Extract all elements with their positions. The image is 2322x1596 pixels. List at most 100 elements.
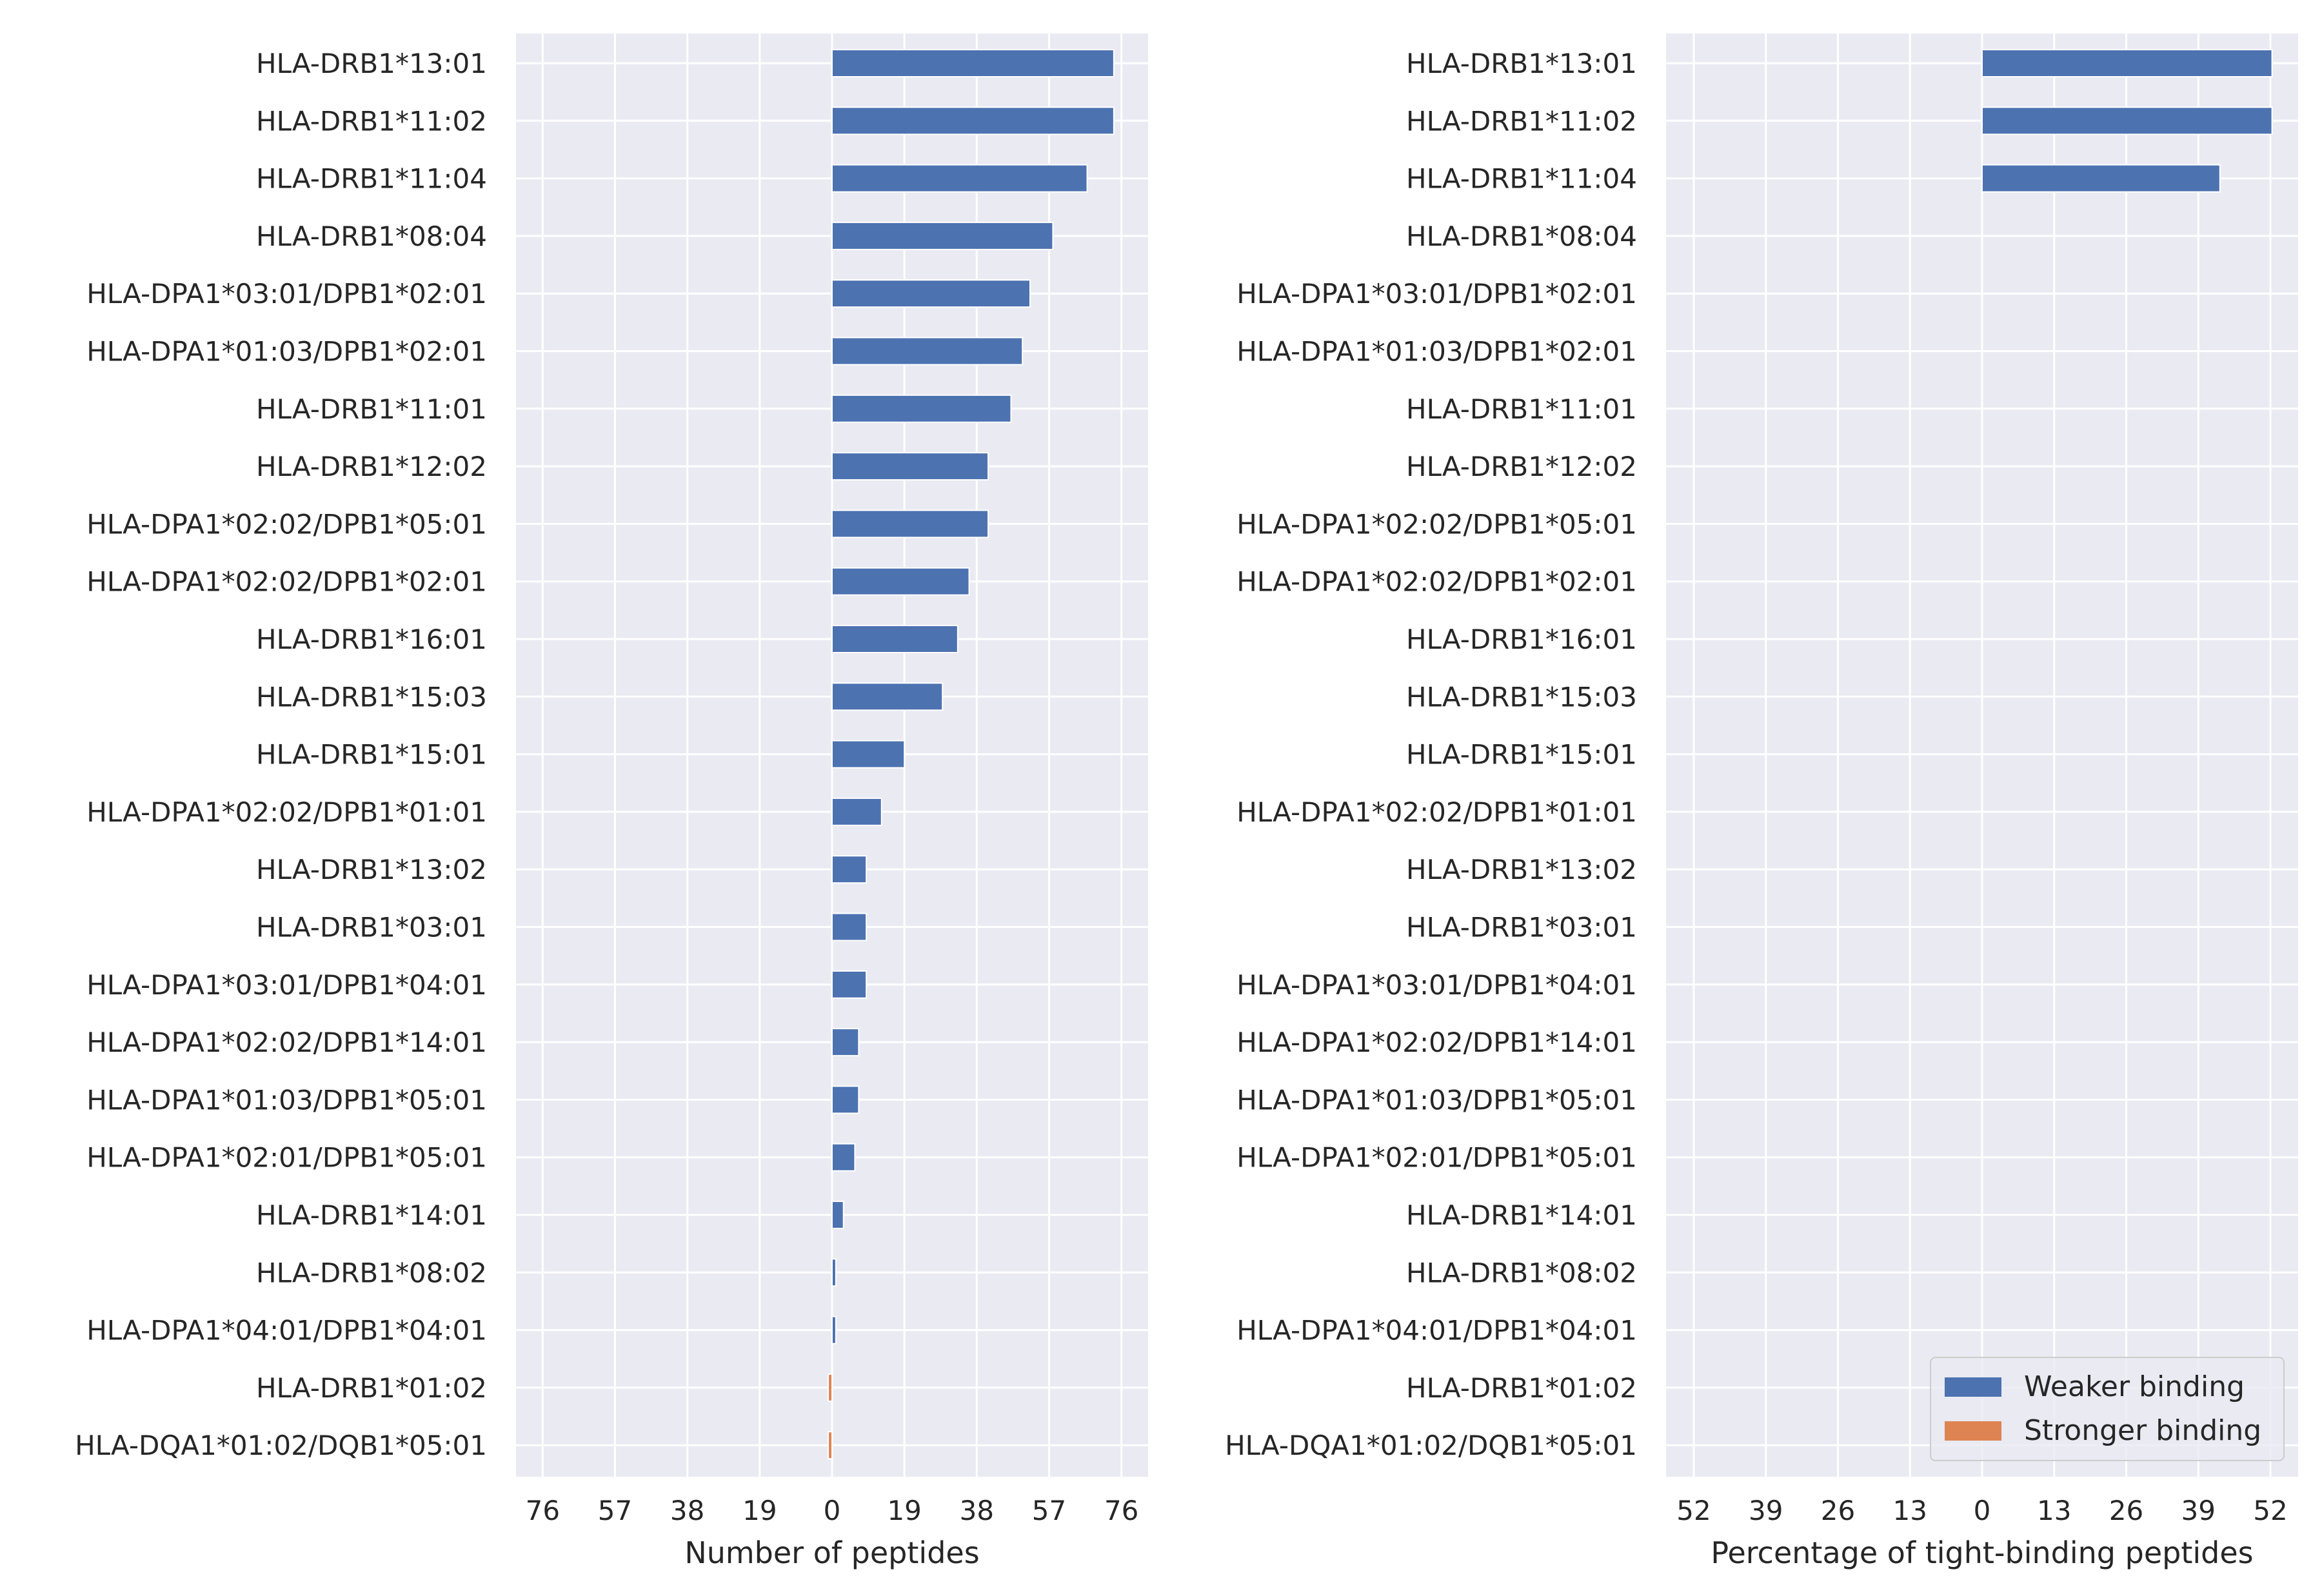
count-category-label: HLA-DRB1*15:03 [256,681,487,713]
percent-category-label: HLA-DPA1*02:02/DPB1*02:01 [1236,566,1637,598]
count-category-label: HLA-DRB1*15:01 [256,739,487,771]
count-bar-weaker [831,1028,860,1057]
legend-swatch-stronger [1945,1421,2001,1441]
percent-xtick-label: 26 [1821,1495,1855,1526]
count-bar-stronger [828,1431,833,1460]
count-category-label: HLA-DRB1*01:02 [256,1372,487,1404]
count-bar-weaker [831,855,868,884]
percent-category-label: HLA-DRB1*11:01 [1406,393,1637,425]
percent-category-label: HLA-DRB1*13:01 [1406,48,1637,79]
percent-category-label: HLA-DRB1*14:01 [1406,1199,1637,1231]
percent-category-label: HLA-DPA1*04:01/DPB1*04:01 [1236,1315,1637,1346]
count-category-label: HLA-DPA1*02:02/DPB1*05:01 [86,508,487,540]
count-bar-weaker [831,1201,844,1229]
legend-box [1930,1357,2285,1461]
percent-category-label: HLA-DRB1*12:02 [1406,451,1637,482]
count-category-label: HLA-DPA1*02:02/DPB1*02:01 [86,566,487,598]
count-bar-weaker [831,1143,856,1172]
count-panel: HLA-DRB1*13:01 HLA-DRB1*11:02 HLA-DRB1*11:… [75,34,1148,1570]
count-bar-weaker [831,797,882,826]
count-category-label: HLA-DPA1*01:03/DPB1*05:01 [86,1084,487,1116]
percent-category-label: HLA-DRB1*11:04 [1406,163,1637,195]
percent-category-label: HLA-DRB1*16:01 [1406,624,1637,655]
count-category-label: HLA-DQA1*01:02/DQB1*05:01 [75,1430,487,1461]
percent-category-label: HLA-DRB1*01:02 [1406,1372,1637,1404]
percent-xtick-label: 13 [1893,1495,1927,1526]
percent-category-label: HLA-DPA1*03:01/DPB1*02:01 [1236,278,1637,310]
count-bar-weaker [831,452,989,481]
count-bar-weaker [831,49,1115,77]
count-bar-weaker [831,970,868,999]
percent-xtick-label: 39 [1749,1495,1783,1526]
legend-label-stronger: Stronger binding [2024,1414,2261,1447]
count-bar-weaker [831,682,944,711]
count-category-label: HLA-DRB1*11:04 [256,163,487,195]
percent-bar-weaker [1981,49,2273,77]
count-category-label: HLA-DRB1*14:01 [256,1199,487,1231]
count-xtick-label: 19 [742,1495,777,1526]
count-category-label: HLA-DRB1*08:02 [256,1257,487,1288]
count-category-label: HLA-DRB1*08:04 [256,221,487,252]
percent-x-axis-label: Percentage of tight-binding peptides [1711,1535,2253,1570]
legend-label-weaker: Weaker binding [2024,1370,2245,1403]
percent-xtick-label: 52 [2253,1495,2287,1526]
count-bar-weaker [831,509,989,538]
count-category-label: HLA-DRB1*16:01 [256,624,487,655]
legend-swatch-weaker [1945,1377,2001,1397]
count-xtick-label: 57 [598,1495,632,1526]
count-xtick-label: 76 [1104,1495,1138,1526]
count-bar-weaker [831,1315,837,1345]
percent-category-label: HLA-DPA1*03:01/DPB1*04:01 [1236,969,1637,1001]
count-xtick-label: 57 [1032,1495,1066,1526]
percent-xtick-label: 39 [2181,1495,2216,1526]
percent-bar-weaker [1981,106,2273,135]
percent-xtick-label: 13 [2037,1495,2071,1526]
count-category-label: HLA-DRB1*11:02 [256,105,487,137]
percent-xtick-label: 0 [1974,1495,1991,1526]
count-bar-weaker [831,1258,837,1287]
percent-category-label: HLA-DRB1*08:04 [1406,221,1637,252]
count-category-label: HLA-DRB1*13:01 [256,48,487,79]
count-category-label: HLA-DPA1*03:01/DPB1*02:01 [86,278,487,310]
percent-xtick-label: 26 [2109,1495,2143,1526]
count-category-label: HLA-DRB1*03:01 [256,912,487,943]
count-category-label: HLA-DPA1*02:01/DPB1*05:01 [86,1142,487,1174]
percent-category-label: HLA-DRB1*15:03 [1406,681,1637,713]
count-category-label: HLA-DPA1*02:02/DPB1*14:01 [86,1027,487,1058]
percent-panel: HLA-DRB1*13:01 HLA-DRB1*11:02 HLA-DRB1*11:… [1225,34,2298,1570]
count-x-axis-label: Number of peptides [684,1535,979,1570]
count-bar-weaker [831,740,906,769]
count-bar-weaker [831,394,1012,423]
percent-bar-weaker [1981,164,2221,193]
count-xtick-label: 0 [824,1495,841,1526]
count-bar-weaker [831,279,1031,308]
count-category-label: HLA-DPA1*02:02/DPB1*01:01 [86,796,487,828]
count-xtick-label: 76 [526,1495,560,1526]
count-category-label: HLA-DRB1*13:02 [256,854,487,885]
count-bar-weaker [831,164,1088,193]
count-bar-weaker [831,912,868,941]
percent-category-label: HLA-DRB1*15:01 [1406,739,1637,771]
percent-category-label: HLA-DRB1*13:02 [1406,854,1637,885]
count-bar-weaker [831,1085,860,1114]
legend: Weaker binding Stronger binding [1930,1357,2285,1461]
count-xtick-label: 38 [670,1495,704,1526]
percent-xtick-label: 52 [1676,1495,1711,1526]
count-category-label: HLA-DRB1*12:02 [256,451,487,482]
count-category-label: HLA-DPA1*04:01/DPB1*04:01 [86,1315,487,1346]
count-category-label: HLA-DRB1*11:01 [256,393,487,425]
percent-category-label: HLA-DPA1*02:02/DPB1*14:01 [1236,1027,1637,1058]
count-category-label: HLA-DPA1*03:01/DPB1*04:01 [86,969,487,1001]
percent-category-label: HLA-DPA1*01:03/DPB1*05:01 [1236,1084,1637,1116]
percent-category-label: HLA-DPA1*02:02/DPB1*05:01 [1236,508,1637,540]
count-bar-weaker [831,221,1054,250]
count-bar-weaker [831,567,970,596]
percent-category-label: HLA-DRB1*03:01 [1406,912,1637,943]
percent-category-label: HLA-DRB1*08:02 [1406,1257,1637,1288]
count-bar-weaker [831,625,958,653]
percent-category-label: HLA-DPA1*02:02/DPB1*01:01 [1236,796,1637,828]
count-xtick-label: 38 [960,1495,994,1526]
percent-category-label: HLA-DRB1*11:02 [1406,105,1637,137]
percent-category-label: HLA-DPA1*01:03/DPB1*02:01 [1236,336,1637,368]
